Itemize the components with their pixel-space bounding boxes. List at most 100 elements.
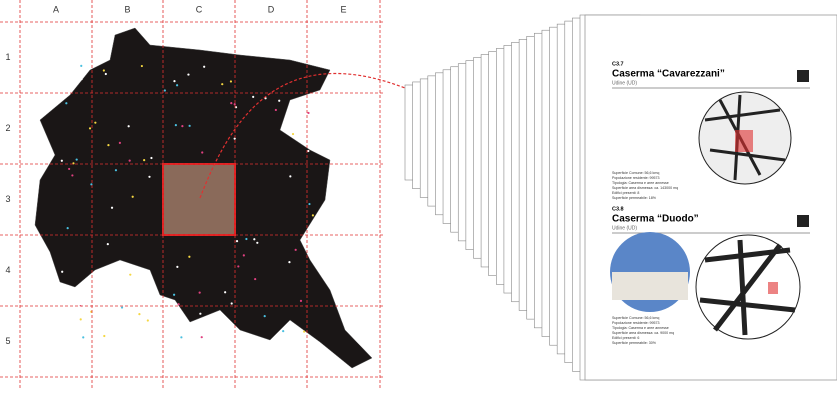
plan-site bbox=[735, 130, 753, 152]
site-dot bbox=[312, 214, 314, 216]
site-dot bbox=[138, 313, 140, 315]
site-dot bbox=[76, 158, 78, 160]
site-dot bbox=[307, 112, 309, 114]
site-dot bbox=[236, 240, 238, 242]
site-dot bbox=[307, 150, 309, 152]
site-dot bbox=[245, 238, 247, 240]
site-dot bbox=[132, 196, 134, 198]
column-label: B bbox=[124, 4, 130, 14]
site-dot bbox=[303, 330, 305, 332]
photo-building bbox=[612, 272, 688, 300]
site-dot bbox=[65, 102, 67, 104]
info-line: Superficie Comune: 56,6 kmq bbox=[612, 316, 659, 320]
info-line: Superficie permeabile: 30% bbox=[612, 341, 657, 345]
site-dot bbox=[254, 278, 256, 280]
site-dot bbox=[282, 330, 284, 332]
row-label: 1 bbox=[5, 52, 10, 62]
site-dot bbox=[289, 175, 291, 177]
info-line: Edifici presenti: 6 bbox=[612, 336, 639, 340]
info-line: Tipologia: Caserma e aree annesse bbox=[612, 326, 669, 330]
site-dot bbox=[221, 83, 223, 85]
site-dot bbox=[82, 336, 84, 338]
info-line: Superficie permeabile: 18% bbox=[612, 196, 657, 200]
site-dot bbox=[107, 243, 109, 245]
site-dot bbox=[230, 102, 232, 104]
site-dot bbox=[203, 66, 205, 68]
site-dot bbox=[252, 96, 254, 98]
site-dot bbox=[188, 256, 190, 258]
site-dot bbox=[129, 160, 131, 162]
card-code: C3.7 bbox=[612, 61, 624, 67]
card-title: Caserma “Cavarezzani” bbox=[612, 69, 725, 80]
site-dot bbox=[143, 159, 145, 161]
column-label: D bbox=[268, 4, 275, 14]
site-dot bbox=[121, 306, 123, 308]
site-dot bbox=[199, 292, 201, 294]
info-line: Tipologia: Caserma e aree annesse bbox=[612, 181, 669, 185]
site-dot bbox=[175, 124, 177, 126]
site-dot bbox=[105, 73, 107, 75]
site-dot bbox=[176, 84, 178, 86]
row-label: 2 bbox=[5, 123, 10, 133]
site-dot bbox=[256, 242, 258, 244]
site-dot bbox=[237, 265, 239, 267]
scene: ABCDE12345 C3.7 Caserma “Cavarezzani” Ud… bbox=[0, 0, 837, 388]
site-dot bbox=[128, 327, 130, 329]
site-dot bbox=[231, 302, 233, 304]
site-dot bbox=[89, 127, 91, 129]
site-dot bbox=[187, 73, 189, 75]
site-dot bbox=[264, 315, 266, 317]
site-dot bbox=[253, 238, 255, 240]
info-line: Popolazione residente: 99573 bbox=[612, 176, 660, 180]
card-place: Udine (UD) bbox=[612, 80, 637, 86]
site-dot bbox=[292, 133, 294, 135]
column-label: E bbox=[340, 4, 346, 14]
row-label: 3 bbox=[5, 194, 10, 204]
site-dot bbox=[243, 254, 245, 256]
site-dot bbox=[80, 78, 82, 80]
site-dot bbox=[102, 59, 104, 61]
site-dot bbox=[128, 125, 130, 127]
site-dot bbox=[107, 144, 109, 146]
card-code: C3.8 bbox=[612, 206, 624, 212]
info-line: Superficie area dismessa: ca. 143000 mq bbox=[612, 186, 678, 190]
site-dot bbox=[119, 291, 121, 293]
site-dot bbox=[201, 151, 203, 153]
icon bbox=[797, 70, 809, 82]
site-dot bbox=[189, 125, 191, 127]
site-dot bbox=[275, 109, 277, 111]
site-dot bbox=[80, 318, 82, 320]
highlight-area bbox=[163, 164, 235, 235]
card-title: Caserma “Duodo” bbox=[612, 214, 699, 225]
site-dot bbox=[67, 227, 69, 229]
site-dot bbox=[178, 330, 180, 332]
info-line: Edifici presenti: 8 bbox=[612, 191, 639, 195]
site-dot bbox=[103, 335, 105, 337]
site-dot bbox=[180, 336, 182, 338]
site-dot bbox=[103, 69, 105, 71]
site-dot bbox=[133, 278, 135, 280]
icon bbox=[797, 215, 809, 227]
info-line: Superficie area dismessa: ca. 9000 mq bbox=[612, 331, 674, 335]
site-dot bbox=[68, 168, 70, 170]
site-dot bbox=[71, 174, 73, 176]
site-dot bbox=[119, 266, 121, 268]
site-dot bbox=[141, 65, 143, 67]
site-dot bbox=[173, 294, 175, 296]
site-dot bbox=[176, 266, 178, 268]
site-dot bbox=[80, 65, 82, 67]
info-line: Superficie Comune: 56,6 kmq bbox=[612, 171, 659, 175]
site-dot bbox=[181, 125, 183, 127]
site-dot bbox=[147, 319, 149, 321]
plan-site bbox=[768, 282, 778, 294]
site-dot bbox=[115, 169, 117, 171]
site-dot bbox=[94, 122, 96, 124]
site-dot bbox=[308, 203, 310, 205]
site-dot bbox=[99, 275, 101, 277]
site-dot bbox=[111, 207, 113, 209]
site-dot bbox=[61, 271, 63, 273]
card-place: Udine (UD) bbox=[612, 225, 637, 231]
site-dot bbox=[129, 274, 131, 276]
site-dot bbox=[61, 160, 63, 162]
site-dot bbox=[201, 336, 203, 338]
